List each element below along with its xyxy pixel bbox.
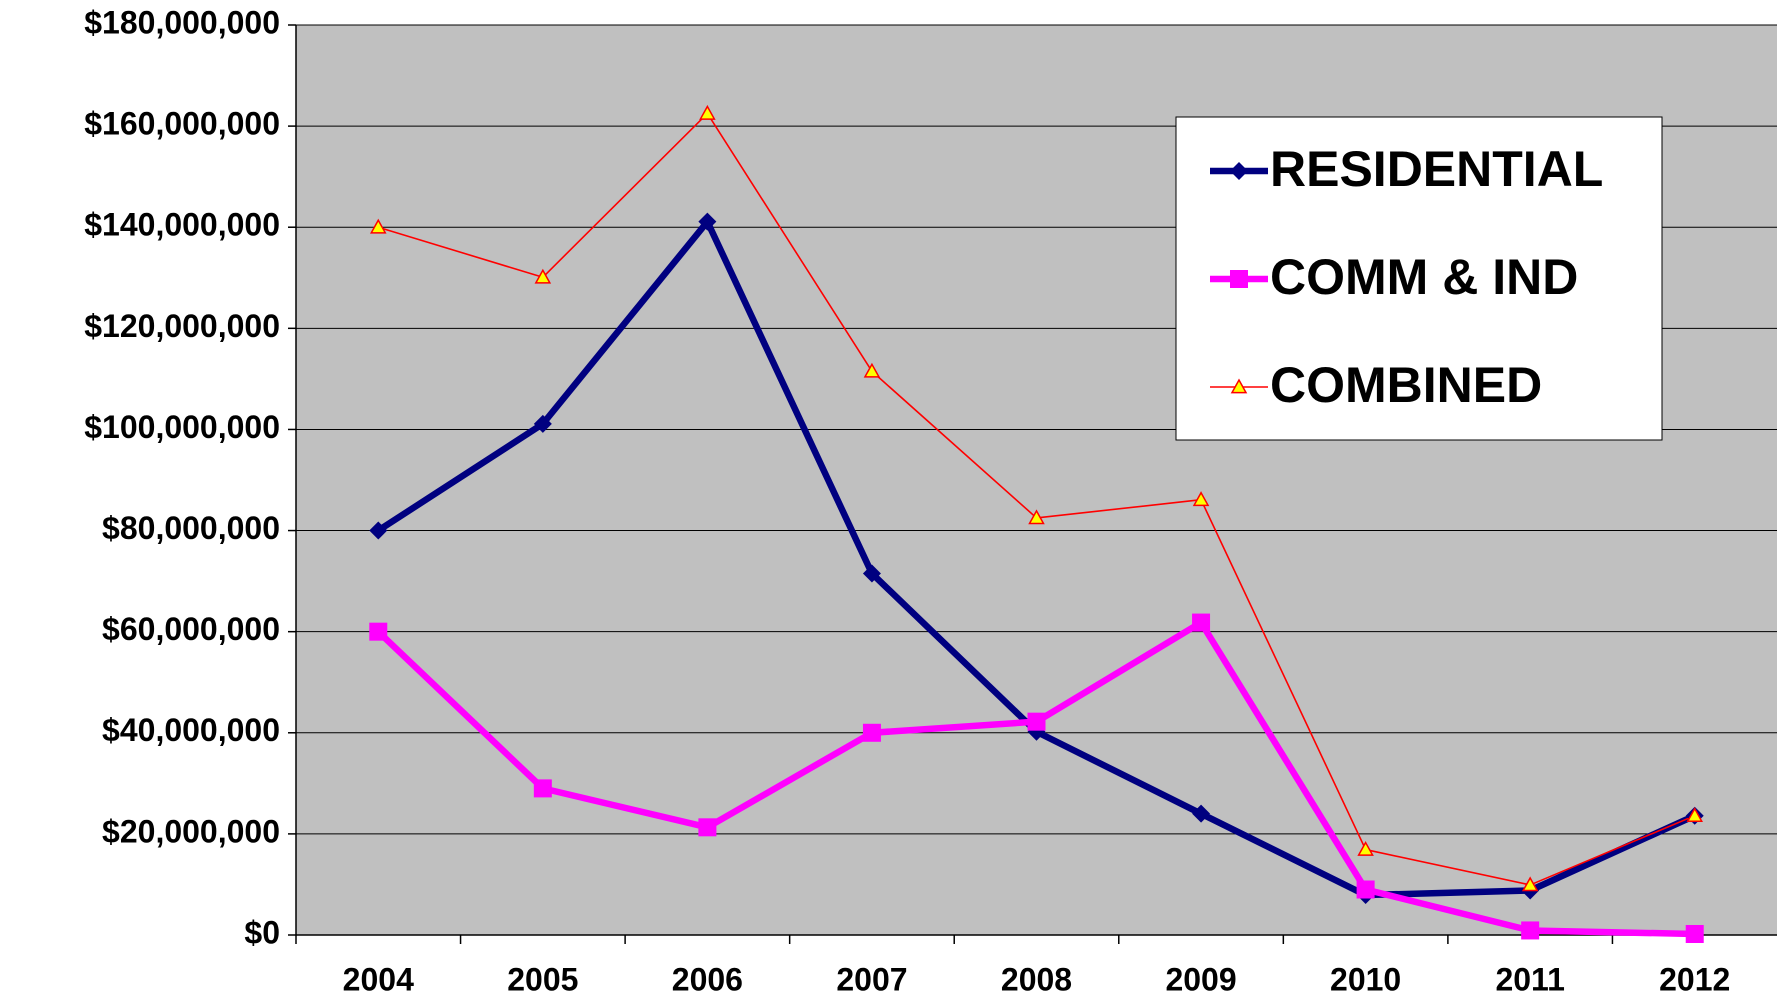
x-tick-label: 2006 — [672, 961, 743, 997]
data-point — [1521, 921, 1540, 940]
legend-marker — [1230, 270, 1248, 288]
data-point — [369, 622, 388, 641]
y-tick-label: $140,000,000 — [84, 207, 280, 243]
y-tick-label: $40,000,000 — [102, 712, 280, 748]
data-point — [534, 268, 552, 284]
data-point — [1192, 804, 1211, 823]
data-point — [1028, 509, 1045, 525]
y-tick-label: $120,000,000 — [84, 308, 280, 344]
legend-marker — [1230, 162, 1248, 180]
y-tick-label: $180,000,000 — [84, 4, 280, 40]
legend-label: RESIDENTIAL — [1270, 141, 1603, 197]
x-tick-label: 2008 — [1001, 961, 1072, 997]
data-point — [1027, 712, 1046, 731]
data-point — [698, 818, 717, 837]
data-point — [699, 104, 716, 120]
data-point — [862, 723, 881, 742]
data-point — [1356, 880, 1375, 899]
y-tick-label: $160,000,000 — [84, 106, 280, 142]
y-tick-label: $80,000,000 — [102, 510, 280, 546]
data-point — [863, 362, 881, 378]
legend-marker — [1230, 378, 1248, 394]
data-point — [862, 564, 881, 583]
y-tick-label: $0 — [244, 914, 280, 950]
x-tick-label: 2004 — [343, 961, 414, 997]
x-tick-label: 2011 — [1495, 961, 1564, 997]
legend-label: COMBINED — [1270, 357, 1542, 413]
x-tick-label: 2009 — [1165, 961, 1236, 997]
x-tick-label: 2010 — [1330, 961, 1401, 997]
x-tick-label: 2007 — [836, 961, 907, 997]
y-tick-label: $60,000,000 — [102, 611, 280, 647]
x-tick-label: 2012 — [1659, 961, 1730, 997]
y-tick-label: $100,000,000 — [84, 409, 280, 445]
data-point — [1192, 613, 1211, 632]
data-point — [1521, 876, 1539, 892]
data-point — [1685, 924, 1704, 943]
y-tick-label: $20,000,000 — [102, 813, 280, 849]
data-point — [698, 212, 717, 231]
data-point — [369, 521, 388, 540]
data-point — [533, 779, 552, 798]
data-point — [1192, 491, 1210, 507]
data-point — [1686, 807, 1703, 823]
legend-label: COMM & IND — [1270, 249, 1578, 305]
data-point — [370, 218, 387, 234]
data-point — [533, 414, 552, 433]
data-point — [1357, 841, 1374, 856]
x-tick-label: 2005 — [507, 961, 578, 997]
